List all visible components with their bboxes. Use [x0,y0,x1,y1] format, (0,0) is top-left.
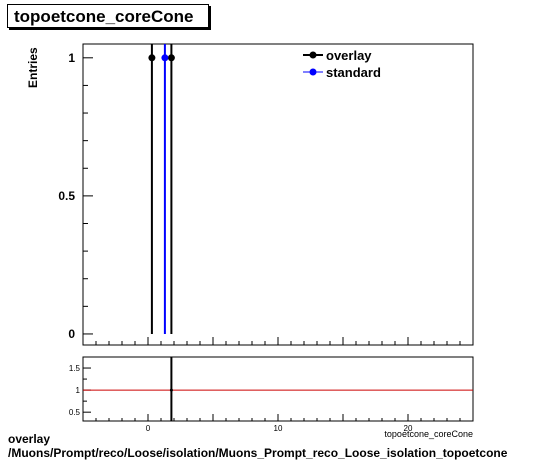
ratio-plot-frame [82,356,474,422]
x-tick-label: 0 [146,424,151,433]
x-tick-label: 20 [404,424,413,433]
legend-label-standard: standard [326,65,381,80]
y-tick-label: 0.5 [69,408,81,417]
legend-marker-standard [309,68,317,76]
legend-label-overlay: overlay [326,48,372,63]
x-tick-label: 10 [274,424,283,433]
ratio-point [169,388,173,392]
data-point-standard [161,54,169,62]
y-tick-label: 1 [68,51,75,65]
plot-title: topoetcone_coreCone [7,4,209,28]
main-plot: 0 0.5 1 Entries overlay standard [26,43,474,346]
y-axis-label: Entries [26,47,40,88]
y-tick-label: 1 [76,386,81,395]
footer-path: /Muons/Prompt/reco/Loose/isolation/Muons… [8,446,508,460]
footer-label: overlay [8,432,51,446]
x-axis-label: topoetcone_coreCone [384,429,473,439]
ratio-plot: 0 10 20 0.5 1 1.5 topoetcone_coreCone [69,356,474,439]
y-tick-label: 1.5 [69,364,81,373]
data-point-overlay [148,54,156,62]
data-point-overlay [167,54,175,62]
legend-marker-overlay [309,51,317,59]
y-tick-label: 0 [68,327,75,341]
main-plot-frame [82,43,474,346]
y-tick-label: 0.5 [58,189,75,203]
